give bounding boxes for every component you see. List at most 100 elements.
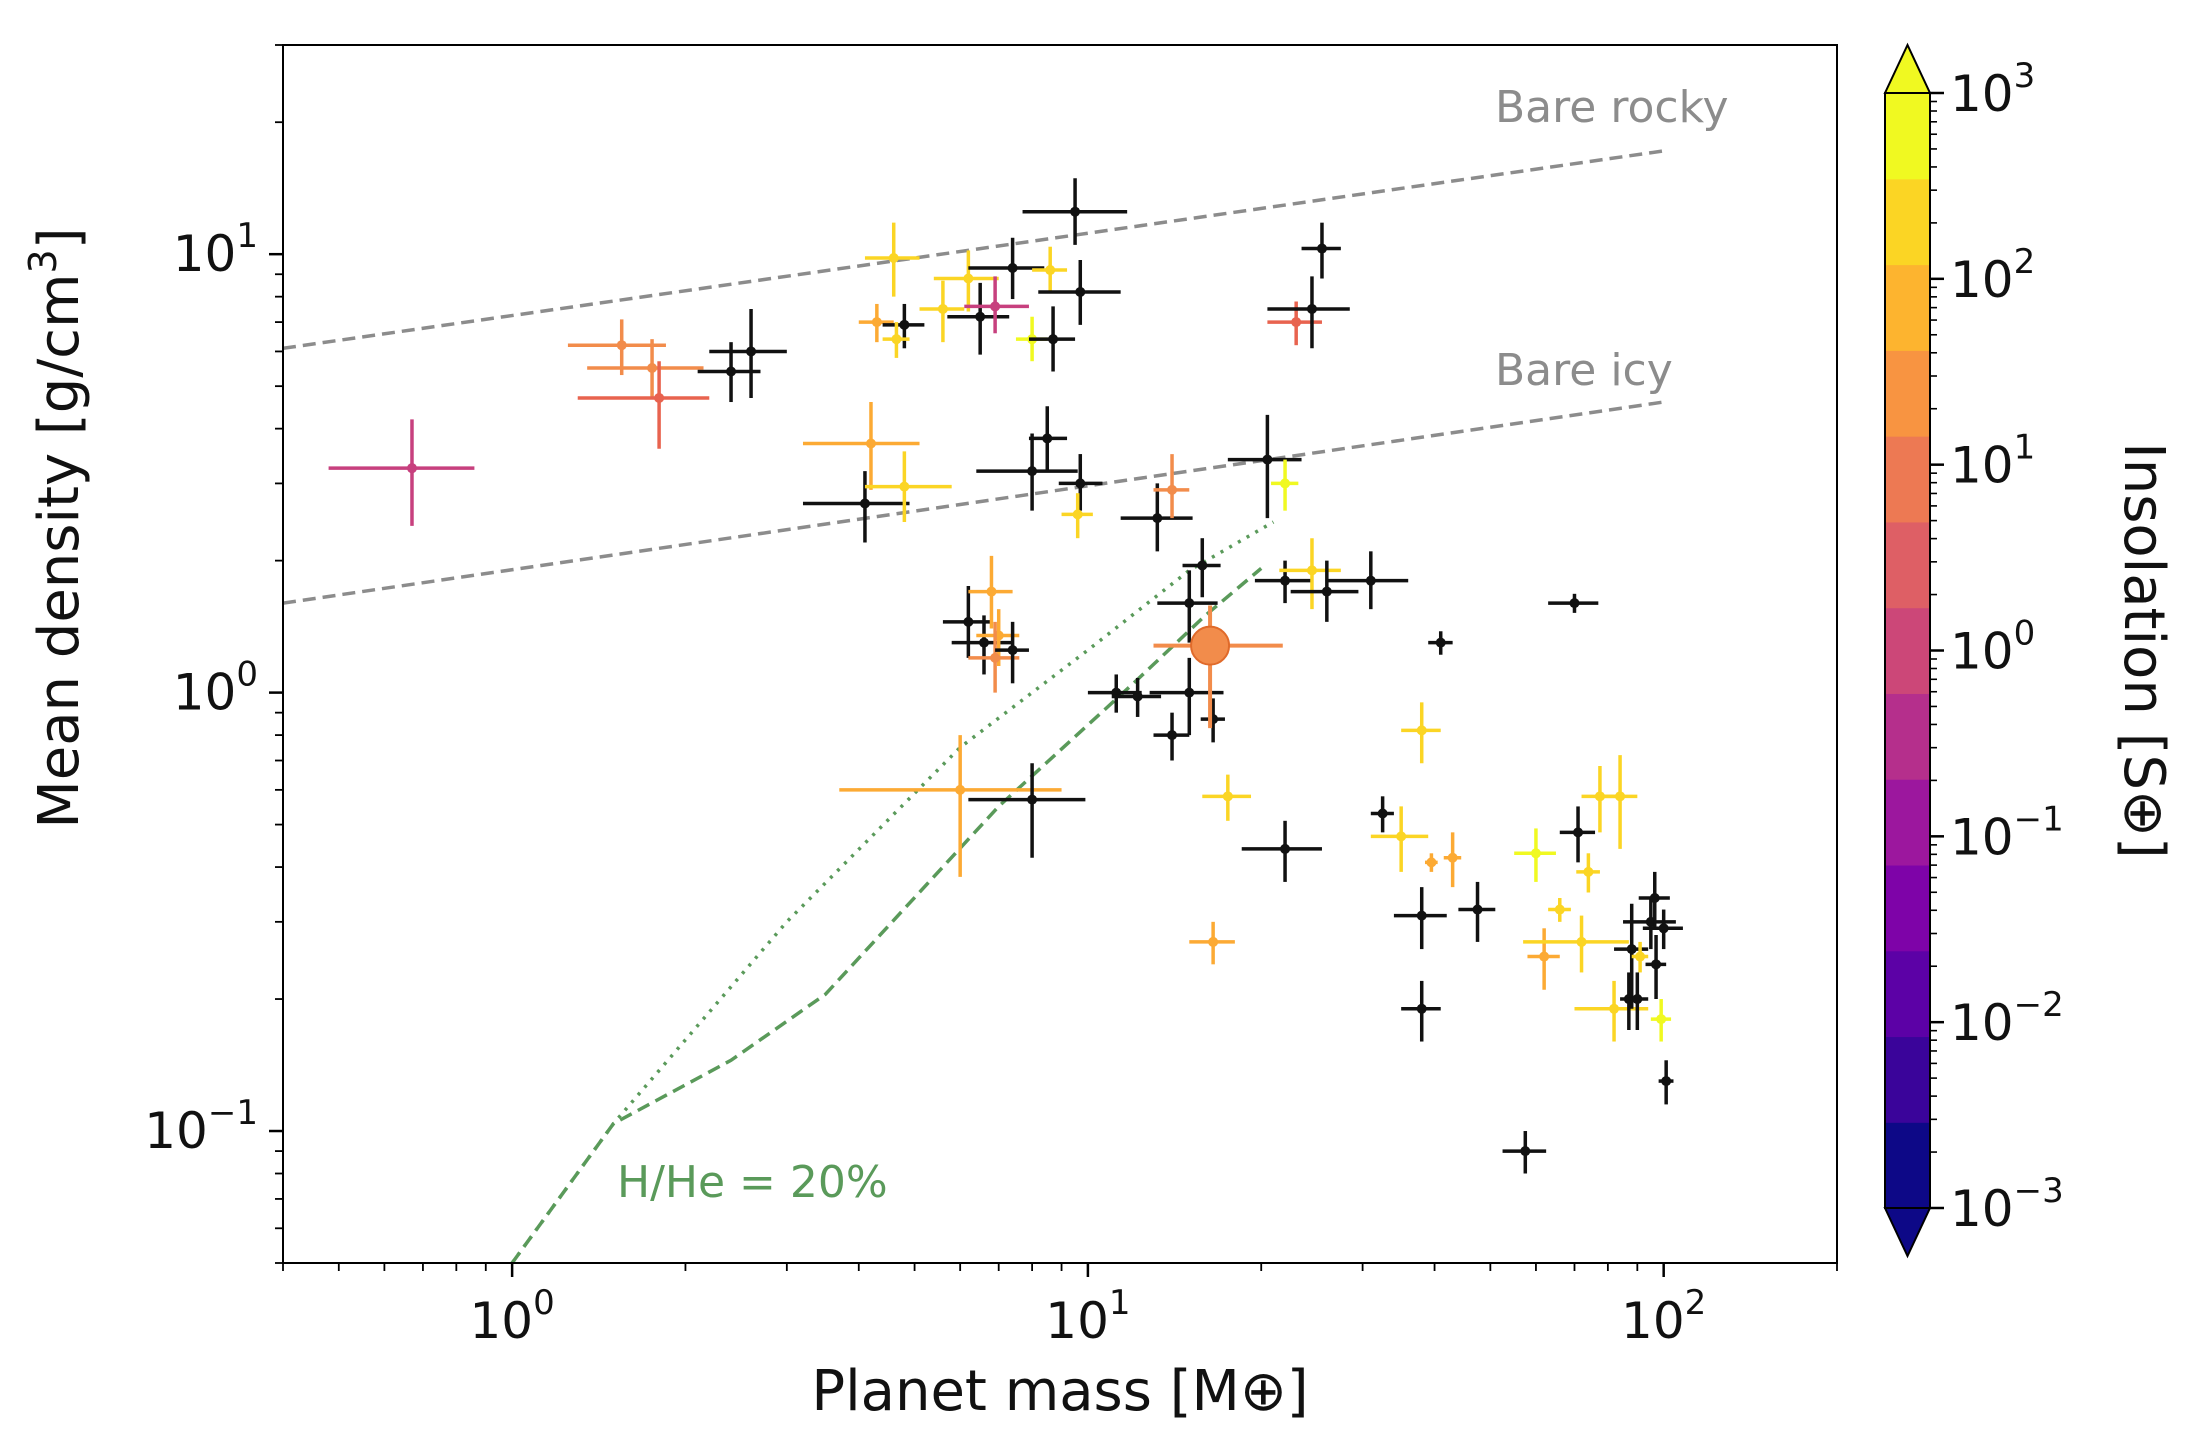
point-marker xyxy=(616,340,627,351)
data-point-58 xyxy=(1424,853,1438,872)
point-marker xyxy=(1007,262,1018,273)
point-marker xyxy=(1280,478,1291,489)
data-point-43 xyxy=(1182,538,1221,598)
point-marker xyxy=(1048,334,1059,345)
x-axis-label: Planet mass [M⊕] xyxy=(811,1359,1308,1424)
data-point-28 xyxy=(1153,454,1190,519)
data-point-64 xyxy=(1401,980,1441,1042)
data-point-38 xyxy=(1111,677,1162,717)
y-tick-label-0: 10−1 xyxy=(144,1093,258,1160)
data-point-57 xyxy=(1370,806,1429,872)
y-axis-label-exp: 3 xyxy=(21,249,65,273)
point-marker xyxy=(746,346,757,357)
point-marker xyxy=(1656,1014,1667,1025)
point-marker xyxy=(1007,645,1018,656)
point-marker xyxy=(1416,910,1427,921)
colorbar-bin-4 xyxy=(1885,779,1930,866)
point-marker xyxy=(1072,509,1083,520)
data-point-31 xyxy=(951,615,1013,675)
colorbar-bin-7 xyxy=(1885,521,1930,609)
point-marker xyxy=(1306,565,1317,576)
data-point-18 xyxy=(1032,246,1068,292)
point-marker xyxy=(990,652,1001,663)
point-marker xyxy=(1426,857,1437,868)
x-tick-label-1: 101 xyxy=(1045,1283,1130,1350)
data-point-10 xyxy=(864,222,920,297)
point-marker xyxy=(1569,598,1580,609)
data-point-60 xyxy=(1428,631,1453,655)
data-point-23 xyxy=(1028,406,1068,472)
point-marker xyxy=(871,317,882,328)
point-marker xyxy=(647,363,658,374)
data-point-75 xyxy=(1574,980,1649,1042)
colorbar-bin-3 xyxy=(1885,864,1930,952)
data-point-35 xyxy=(839,735,1062,877)
data-point-17 xyxy=(968,237,1045,300)
colorbar-tick-label-6: 103 xyxy=(1950,56,2035,123)
point-marker xyxy=(1184,598,1195,609)
point-marker xyxy=(1208,936,1219,947)
data-point-55 xyxy=(1241,820,1322,882)
data-point-83 xyxy=(1650,999,1672,1042)
point-marker xyxy=(978,637,989,648)
data-point-30 xyxy=(968,555,1013,629)
colorbar-bin-11 xyxy=(1885,178,1930,266)
point-marker xyxy=(1184,687,1195,698)
data-point-65 xyxy=(1502,1131,1547,1174)
model-label-3: H/He = 20% xyxy=(617,1157,888,1208)
data-point-69 xyxy=(1576,853,1600,893)
point-marker xyxy=(1661,1076,1672,1087)
data-point-52 xyxy=(1279,538,1341,610)
point-marker xyxy=(1615,791,1626,802)
point-marker xyxy=(975,311,986,322)
point-marker xyxy=(888,253,899,264)
point-marker xyxy=(1045,265,1056,276)
data-point-7 xyxy=(802,471,910,543)
point-marker xyxy=(1632,994,1643,1005)
data-point-63 xyxy=(1458,881,1496,942)
data-point-66 xyxy=(1548,593,1599,613)
data-point-72 xyxy=(1548,898,1571,922)
data-point-24 xyxy=(976,433,1078,511)
point-marker xyxy=(899,319,910,330)
point-marker xyxy=(1222,791,1233,802)
point-marker xyxy=(1416,725,1427,736)
point-marker xyxy=(1539,951,1550,962)
point-marker xyxy=(1435,637,1446,648)
colorbar-tick-label-3: 100 xyxy=(1950,614,2035,681)
point-marker xyxy=(726,366,737,377)
point-marker xyxy=(1280,575,1291,586)
axis-ticks: 100 101 102 10−1 100 101 xyxy=(144,44,1838,1350)
colorbar-bin-1 xyxy=(1885,1036,1930,1123)
colorbar-bin-5 xyxy=(1885,693,1930,780)
point-marker xyxy=(986,586,997,597)
point-marker xyxy=(1027,794,1038,805)
data-point-56 xyxy=(1370,796,1394,833)
y-axis-label-close: ] xyxy=(27,227,92,249)
point-marker xyxy=(1070,206,1081,217)
point-marker xyxy=(1316,243,1327,254)
point-marker xyxy=(1042,433,1053,444)
model-curve-1 xyxy=(283,400,1664,605)
point-marker xyxy=(1167,730,1178,741)
colorbar-label: Insolation [S⊕] xyxy=(2111,442,2176,859)
data-point-9 xyxy=(858,303,894,343)
point-marker xyxy=(963,273,974,284)
point-marker xyxy=(1167,484,1178,495)
model-curves xyxy=(283,149,1664,1263)
colorbar-tick-label-1: 10−2 xyxy=(1950,985,2064,1052)
model-label-1: Bare icy xyxy=(1495,345,1673,396)
colorbar-bin-6 xyxy=(1885,607,1930,694)
data-point-84 xyxy=(1642,909,1683,950)
point-marker xyxy=(1365,575,1376,586)
point-marker xyxy=(1658,923,1669,934)
point-marker xyxy=(990,301,1001,312)
point-marker xyxy=(1635,951,1646,962)
data-point-82 xyxy=(1625,972,1649,1030)
y-tick-label-1: 100 xyxy=(173,655,258,722)
data-point-45 xyxy=(1189,921,1235,965)
data-point-80 xyxy=(1631,941,1649,973)
point-marker xyxy=(1197,560,1208,571)
point-marker xyxy=(1027,466,1038,477)
y-axis-label: Mean density [g/cm3] xyxy=(21,227,92,828)
